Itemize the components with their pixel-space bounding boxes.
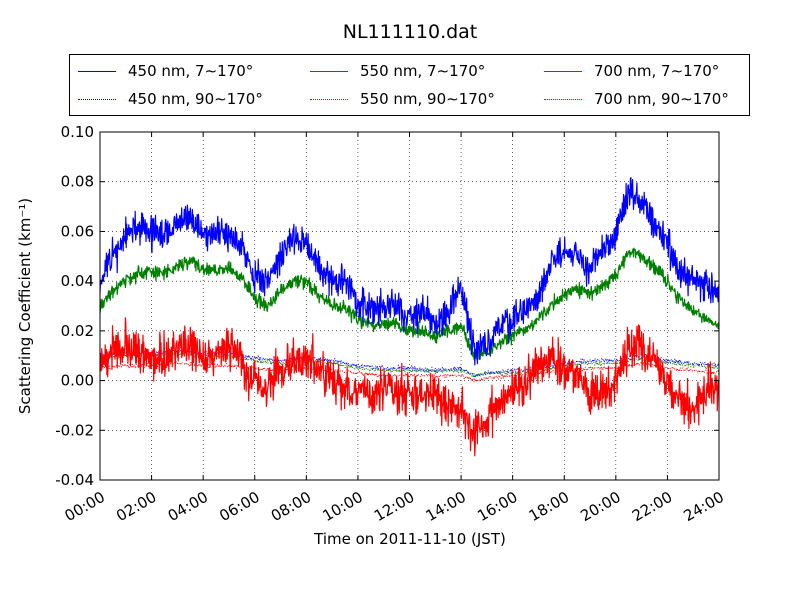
series-line-0 bbox=[100, 177, 719, 366]
legend-label: 700 nm, 7∼170° bbox=[594, 62, 720, 80]
legend-swatch bbox=[78, 98, 116, 100]
y-tick-label: 0.06 bbox=[61, 222, 94, 240]
y-tick-label: -0.02 bbox=[55, 421, 94, 439]
legend-swatch bbox=[78, 70, 116, 72]
x-axis-label: Time on 2011-11-10 (JST) bbox=[313, 530, 506, 548]
legend-item-550-full: 550 nm, 7∼170° bbox=[310, 60, 485, 82]
x-tick-label: 12:00 bbox=[371, 488, 417, 525]
series-group bbox=[100, 177, 719, 457]
legend-swatch bbox=[310, 98, 348, 100]
series-line-2 bbox=[100, 317, 719, 457]
x-tick-label: 16:00 bbox=[474, 488, 520, 525]
x-tick-label: 22:00 bbox=[629, 488, 675, 525]
legend-item-700-full: 700 nm, 7∼170° bbox=[544, 60, 719, 82]
chart-title: NL111110.dat bbox=[343, 21, 478, 43]
x-tick-label: 10:00 bbox=[319, 488, 365, 525]
x-tick-label: 02:00 bbox=[113, 488, 159, 525]
x-tick-label: 00:00 bbox=[62, 488, 108, 525]
legend-label: 550 nm, 90∼170° bbox=[360, 90, 495, 108]
legend-label: 550 nm, 7∼170° bbox=[360, 62, 486, 80]
legend: 450 nm, 7∼170° 550 nm, 7∼170° 700 nm, 7∼… bbox=[69, 54, 750, 116]
x-tick-label: 20:00 bbox=[577, 488, 623, 525]
legend-label: 450 nm, 7∼170° bbox=[128, 62, 254, 80]
legend-item-450-back: 450 nm, 90∼170° bbox=[78, 88, 263, 110]
y-tick-label: -0.04 bbox=[55, 471, 94, 489]
y-tick-label: 0.02 bbox=[61, 322, 94, 340]
x-tick-label: 06:00 bbox=[216, 488, 262, 525]
x-tick-label: 04:00 bbox=[165, 488, 211, 525]
y-tick-label: 0.00 bbox=[61, 372, 94, 390]
legend-swatch bbox=[544, 98, 582, 100]
legend-item-450-full: 450 nm, 7∼170° bbox=[78, 60, 253, 82]
legend-label: 450 nm, 90∼170° bbox=[128, 90, 263, 108]
y-tick-label: 0.04 bbox=[61, 272, 94, 290]
y-axis-label: Scattering Coefficient (km⁻¹) bbox=[16, 198, 34, 414]
legend-swatch bbox=[310, 70, 348, 72]
x-tick-label: 18:00 bbox=[526, 488, 572, 525]
legend-swatch bbox=[544, 70, 582, 72]
series-line-1 bbox=[100, 247, 719, 361]
y-tick-label: 0.10 bbox=[61, 123, 94, 141]
y-tick-label: 0.08 bbox=[61, 173, 94, 191]
x-tick-label: 14:00 bbox=[423, 488, 469, 525]
x-tick-label: 08:00 bbox=[268, 488, 314, 525]
legend-item-550-back: 550 nm, 90∼170° bbox=[310, 88, 495, 110]
x-tick-label: 24:00 bbox=[681, 488, 727, 525]
legend-item-700-back: 700 nm, 90∼170° bbox=[544, 88, 729, 110]
legend-label: 700 nm, 90∼170° bbox=[594, 90, 729, 108]
plot-area bbox=[100, 132, 719, 480]
